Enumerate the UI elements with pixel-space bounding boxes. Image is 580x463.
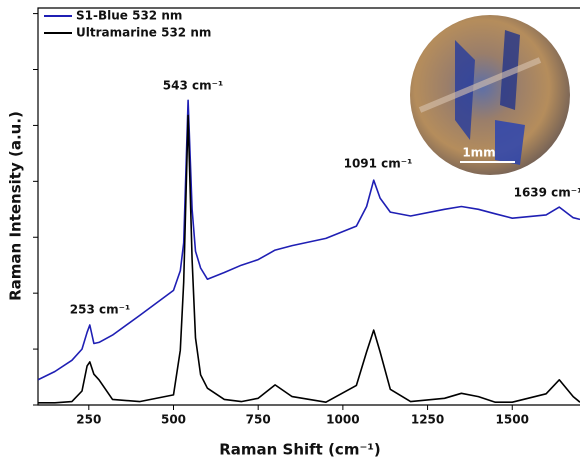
spectrum-line xyxy=(38,114,580,404)
x-tick-label: 1500 xyxy=(496,413,529,427)
x-tick-label: 750 xyxy=(246,413,271,427)
spectrum-line xyxy=(38,99,580,381)
peak-annotation: 1639 cm⁻¹ xyxy=(514,186,580,200)
x-tick-label: 250 xyxy=(76,413,101,427)
peak-annotation: 1091 cm⁻¹ xyxy=(344,157,413,171)
plot-frame xyxy=(37,7,580,406)
inset-photo: 1mm xyxy=(410,15,570,175)
plot-area xyxy=(38,99,580,404)
legend-label: S1-Blue 532 nm xyxy=(76,9,182,23)
y-axis-title: Raman Intensity (a.u.) xyxy=(7,111,25,301)
inset-scale-label: 1mm xyxy=(462,146,495,160)
x-tick-label: 1000 xyxy=(326,413,359,427)
peak-annotation: 543 cm⁻¹ xyxy=(163,79,223,93)
legend-label: Ultramarine 532 nm xyxy=(76,26,211,40)
peak-annotation: 253 cm⁻¹ xyxy=(70,303,130,317)
x-tick-label: 500 xyxy=(161,413,186,427)
x-axis-title: Raman Shift (cm⁻¹) xyxy=(219,441,381,459)
x-tick-label: 1250 xyxy=(411,413,444,427)
